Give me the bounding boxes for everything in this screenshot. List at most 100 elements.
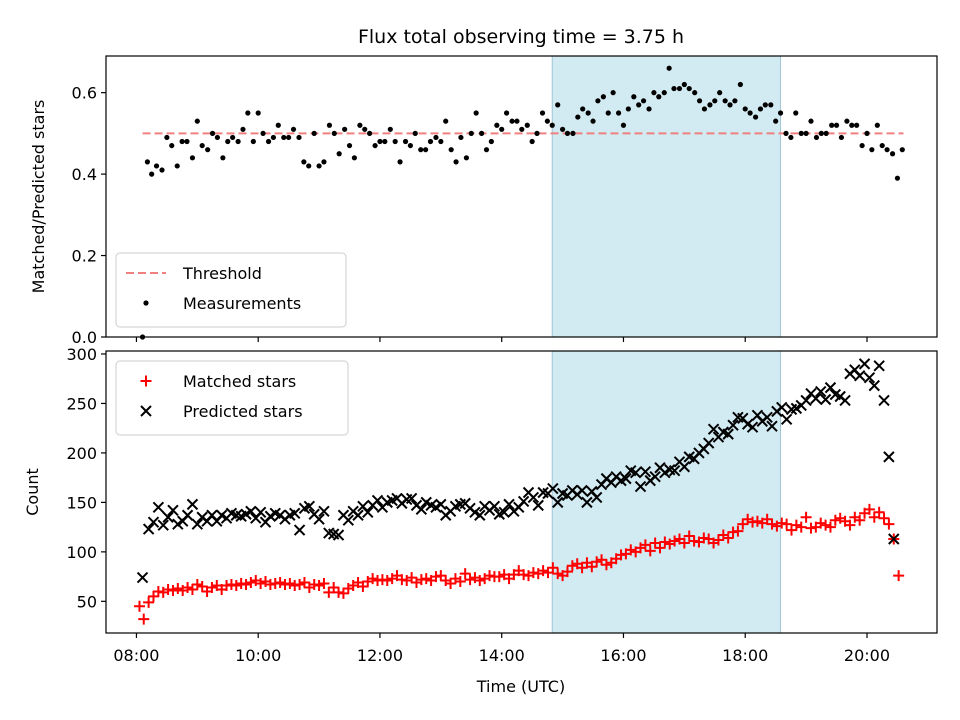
- data-point: [377, 138, 383, 145]
- data-point: [539, 110, 546, 116]
- data-point: [776, 401, 788, 414]
- data-point: [362, 126, 368, 132]
- data-point: [576, 484, 588, 497]
- data-point: [427, 138, 434, 145]
- data-point: [473, 110, 479, 116]
- data-point: [494, 122, 500, 128]
- y-tick-label: 300: [66, 345, 97, 364]
- data-point: [853, 370, 866, 382]
- x-tick-label: 14:00: [479, 646, 525, 665]
- data-point: [172, 582, 184, 594]
- data-point: [819, 393, 832, 406]
- data-point: [230, 134, 236, 141]
- chart-title: Flux total observing time = 3.75 h: [358, 26, 684, 48]
- x-axis-ticks: 08:00 10:00 12:00 14:00 16:00 18:00 20:00: [113, 633, 890, 665]
- data-point: [342, 126, 348, 132]
- data-point: [671, 85, 677, 92]
- data-point: [717, 90, 723, 96]
- data-point: [788, 134, 794, 141]
- data-point: [453, 159, 459, 165]
- legend-label: Threshold: [182, 264, 262, 283]
- data-point: [274, 577, 286, 589]
- data-point: [803, 130, 809, 136]
- data-point: [392, 138, 398, 145]
- legend-swatch: [140, 375, 152, 387]
- data-point: [854, 514, 866, 526]
- data-point: [666, 65, 672, 71]
- count-panel: 50 100 150 200 250 300 08:00 10:00 12:00 14:00 16…: [23, 345, 938, 696]
- data-point: [727, 419, 739, 431]
- data-point: [290, 126, 297, 132]
- data-point: [873, 360, 885, 372]
- data-point: [136, 571, 149, 584]
- legend-label: Predicted stars: [183, 402, 303, 421]
- data-point: [600, 559, 612, 571]
- data-point: [357, 122, 363, 128]
- data-point: [824, 381, 837, 394]
- data-point: [142, 523, 155, 535]
- data-point: [838, 134, 845, 141]
- data-point: [625, 544, 637, 556]
- data-point: [255, 578, 267, 590]
- data-point: [795, 521, 807, 533]
- data-point: [676, 85, 683, 92]
- data-point: [610, 90, 616, 96]
- data-point: [833, 122, 840, 128]
- data-point: [270, 134, 277, 141]
- data-point: [303, 500, 316, 513]
- data-point: [468, 130, 474, 136]
- data-point: [863, 372, 876, 384]
- y-tick-label: 0.6: [72, 84, 97, 103]
- data-point: [445, 578, 457, 590]
- data-point: [479, 130, 485, 136]
- shaded-interval: [551, 350, 782, 634]
- data-point: [532, 499, 544, 512]
- data-point: [800, 511, 812, 523]
- data-point: [214, 134, 221, 141]
- data-point: [785, 524, 797, 536]
- data-point: [559, 126, 566, 132]
- data-point: [883, 451, 895, 463]
- y-axis-label: Matched/Predicted stars: [29, 100, 48, 294]
- data-point: [235, 138, 241, 145]
- data-point: [311, 130, 317, 136]
- data-point: [761, 513, 773, 525]
- data-point: [634, 480, 647, 493]
- data-point: [284, 578, 296, 590]
- data-point: [561, 566, 573, 578]
- data-point: [707, 423, 720, 435]
- data-point: [367, 130, 373, 136]
- data-point: [659, 536, 671, 548]
- data-point: [707, 102, 713, 108]
- data-point: [868, 511, 880, 523]
- data-point: [737, 518, 749, 530]
- data-point: [423, 147, 429, 153]
- data-point: [580, 106, 586, 112]
- legend-label: Measurements: [183, 294, 301, 313]
- data-point: [732, 98, 738, 104]
- data-point: [152, 501, 165, 514]
- data-point: [829, 122, 835, 128]
- data-point: [585, 110, 591, 116]
- data-point: [884, 147, 890, 153]
- data-point: [402, 138, 409, 145]
- data-point: [367, 573, 379, 585]
- data-point: [742, 106, 748, 112]
- data-point: [157, 519, 169, 531]
- data-point: [678, 537, 690, 549]
- data-point: [245, 505, 257, 518]
- data-point: [144, 159, 150, 165]
- data-point: [722, 532, 734, 544]
- data-point: [331, 130, 337, 136]
- data-point: [537, 565, 549, 577]
- data-point: [326, 122, 333, 128]
- data-point: [209, 130, 216, 136]
- data-point: [433, 134, 439, 141]
- legend-label: Matched stars: [183, 372, 296, 391]
- data-point: [318, 578, 330, 590]
- data-point: [524, 122, 530, 128]
- data-point: [651, 90, 657, 96]
- data-point: [818, 130, 824, 136]
- data-point: [196, 580, 208, 592]
- data-point: [815, 385, 827, 398]
